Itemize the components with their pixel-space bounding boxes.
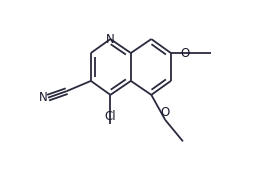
Text: N: N	[106, 33, 115, 46]
Text: O: O	[180, 46, 189, 60]
Text: Cl: Cl	[104, 110, 116, 123]
Text: O: O	[161, 106, 170, 119]
Text: N: N	[38, 91, 47, 104]
